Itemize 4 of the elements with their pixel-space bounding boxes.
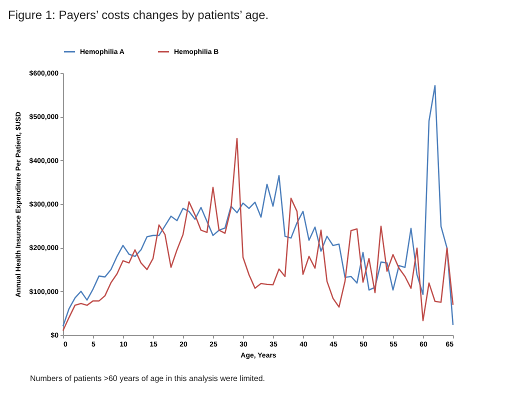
chart-title: Figure 1: Payers’ costs changes by patients’ age. xyxy=(8,8,269,22)
line-series xyxy=(62,85,454,327)
text: Numbers of patients >60 years of age in this analysis were limited. xyxy=(30,374,266,383)
line-series xyxy=(62,138,454,332)
